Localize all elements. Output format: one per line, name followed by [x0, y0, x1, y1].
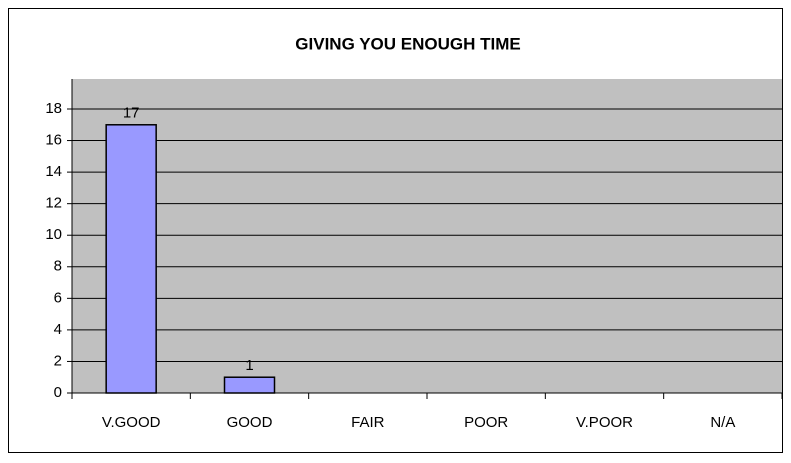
y-tick-label: 4 [54, 321, 62, 338]
bar [105, 124, 157, 394]
y-tick-label: 10 [45, 226, 62, 243]
plot-area [72, 79, 782, 393]
y-tick-label: 18 [45, 100, 62, 117]
x-tick-label: POOR [464, 414, 508, 431]
x-tick-label: N/A [710, 414, 735, 431]
y-tick-label: 2 [54, 352, 62, 369]
y-tick-label: 6 [54, 289, 62, 306]
x-tick-label: V.POOR [576, 414, 633, 431]
x-tick-label: V.GOOD [102, 414, 161, 431]
x-tick-label: GOOD [227, 414, 273, 431]
x-tick-label: FAIR [351, 414, 385, 431]
y-tick-label: 14 [45, 163, 62, 180]
data-label: 17 [123, 105, 140, 122]
bar [223, 376, 276, 394]
y-tick-label: 0 [54, 384, 62, 401]
data-label: 1 [245, 357, 253, 374]
y-tick-label: 16 [45, 132, 62, 149]
y-tick-label: 8 [54, 258, 62, 275]
chart-title: GIVING YOU ENOUGH TIME [295, 34, 520, 53]
y-tick-label: 12 [45, 195, 62, 212]
